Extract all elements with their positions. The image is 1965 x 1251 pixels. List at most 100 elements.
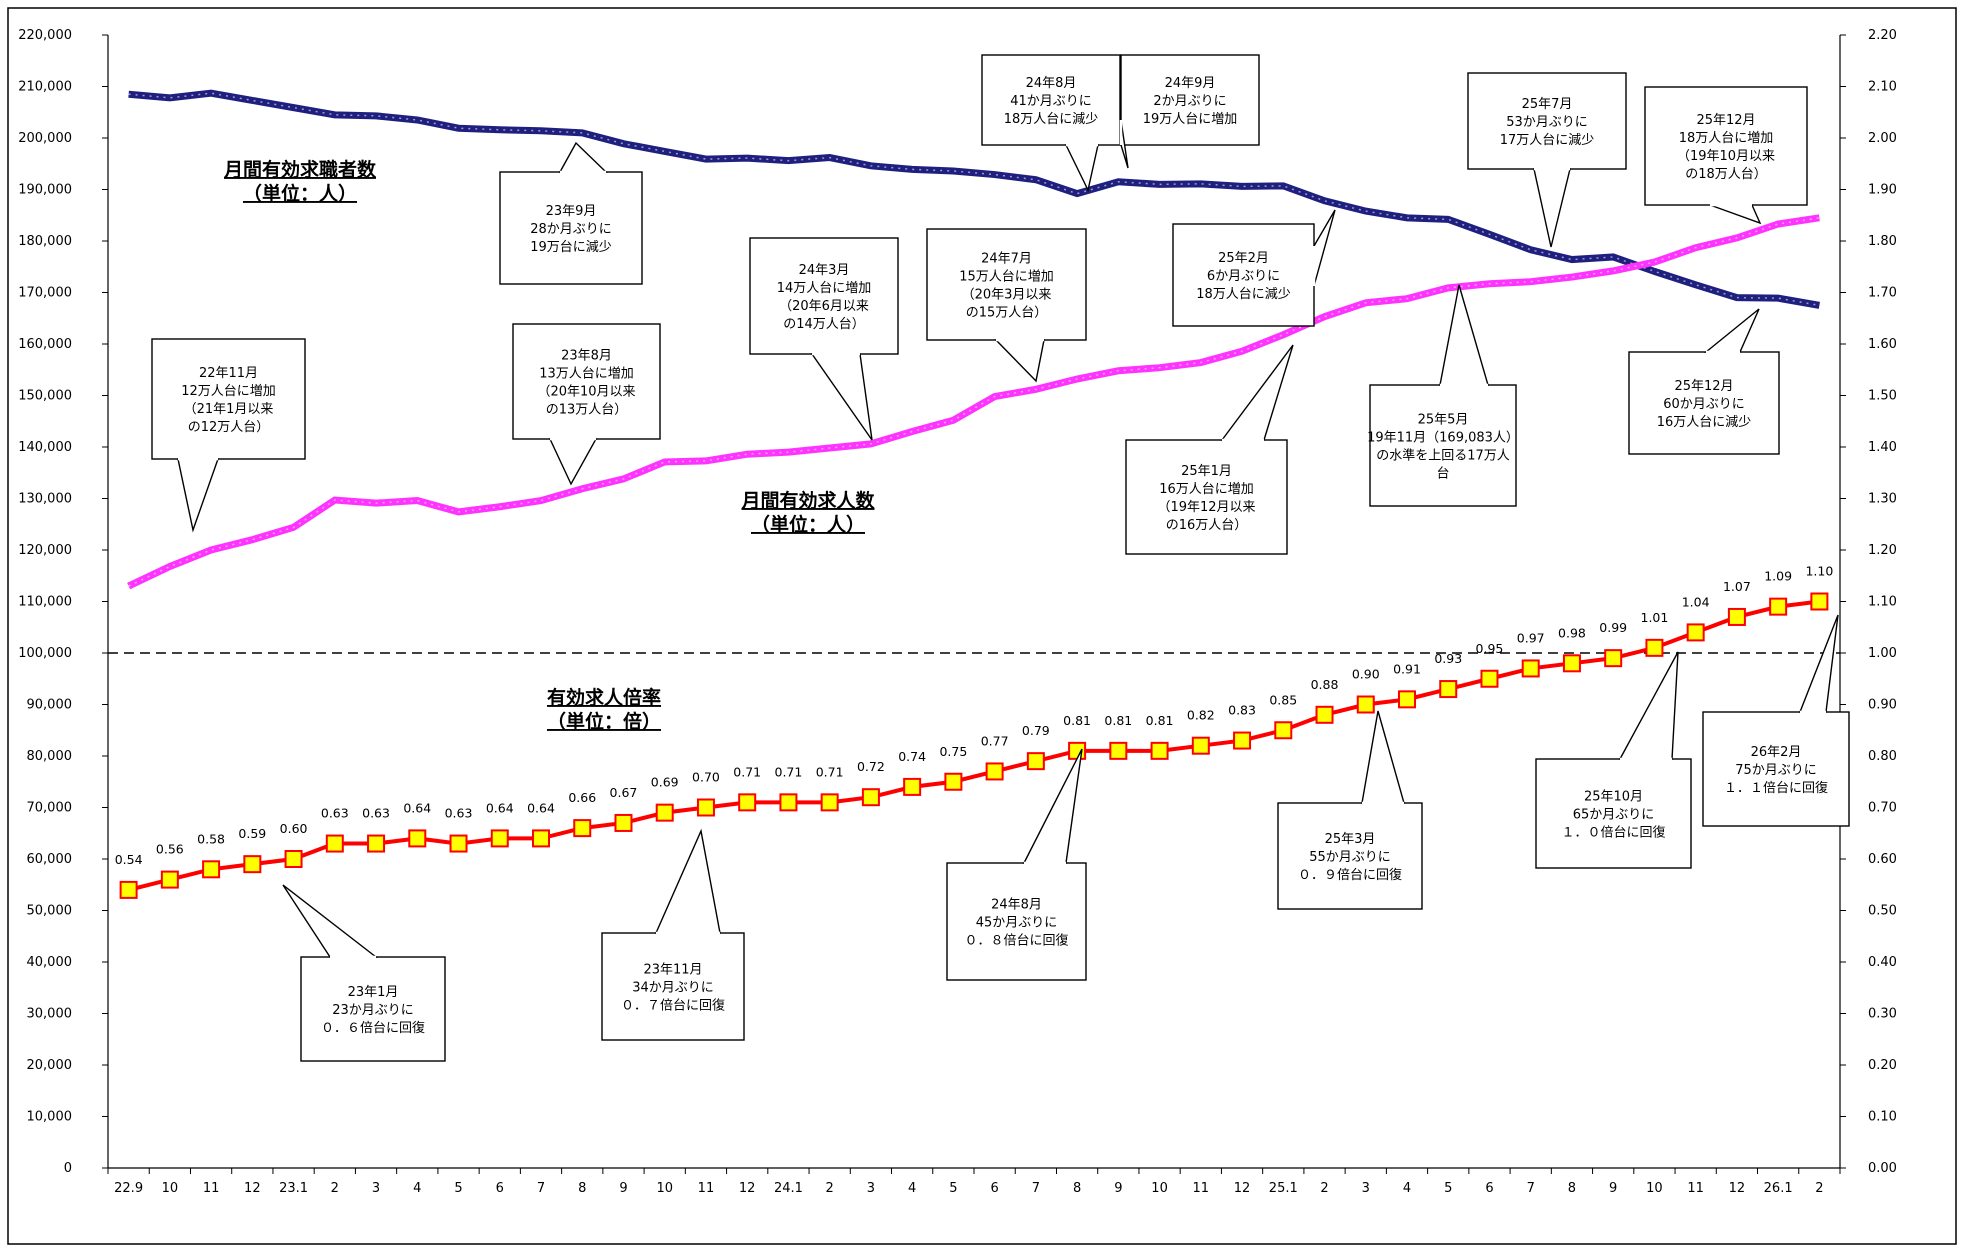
left-tick-label: 90,000	[27, 698, 73, 713]
series-point	[1233, 731, 1252, 750]
right-tick-label: 0.50	[1868, 904, 1897, 919]
annotation-text: 16万人台に減少	[1657, 414, 1752, 430]
ratio-data-label: 0.63	[362, 806, 390, 821]
left-tick-label: 210,000	[18, 80, 72, 95]
annotation-callout: 25年2月 6か月ぶりに 18万人台に減少	[1172, 209, 1336, 327]
annotation-text: 26年2月	[1751, 745, 1802, 760]
left-tick-label: 40,000	[27, 955, 73, 970]
annotation-text: 25年1月	[1181, 464, 1232, 479]
annotation-text: 25年7月	[1522, 97, 1573, 112]
ratio-data-label: 0.72	[857, 759, 885, 774]
series-point	[1274, 721, 1293, 740]
series-point	[573, 819, 592, 838]
annotation-text: の16万人台）	[1166, 518, 1248, 533]
ratio-data-label: 0.56	[156, 842, 184, 857]
x-tick-label: 7	[1527, 1181, 1535, 1196]
annotation-text: 24年9月	[1165, 76, 1216, 91]
left-tick-label: 170,000	[18, 286, 72, 301]
series-point	[1315, 705, 1334, 724]
right-tick-label: 0.20	[1868, 1058, 1897, 1073]
annotation-box	[512, 323, 661, 440]
right-tick-label: 1.20	[1868, 543, 1897, 558]
series-point	[1439, 680, 1458, 699]
annotation-text: 台	[1436, 467, 1449, 482]
series-point	[490, 829, 509, 848]
ratio-data-label: 0.81	[1063, 713, 1091, 728]
series-point	[325, 834, 344, 853]
series-point	[1191, 736, 1210, 755]
left-tick-label: 120,000	[18, 543, 72, 558]
x-tick-label: 10	[1646, 1181, 1663, 1196]
ratio-data-label: 0.64	[527, 800, 555, 815]
x-tick-label: 3	[372, 1181, 380, 1196]
x-tick-label: 2	[1320, 1181, 1328, 1196]
series-point	[449, 834, 468, 853]
annotation-text: の14万人台）	[783, 317, 865, 332]
annotation-text: 25年12月	[1696, 113, 1755, 128]
series-point	[779, 793, 798, 812]
ratio-data-label: 1.09	[1764, 569, 1792, 584]
series-point	[1398, 690, 1416, 709]
series-title: （単位：人）	[751, 513, 865, 536]
series-line	[127, 214, 1820, 590]
x-tick-label: 12	[1729, 1181, 1746, 1196]
x-tick-label: 8	[578, 1181, 586, 1196]
annotation-text: 15万人台に増加	[959, 270, 1054, 285]
x-tick-label: 25.1	[1269, 1181, 1298, 1196]
x-tick-label: 7	[1032, 1181, 1040, 1196]
annotation-box	[499, 171, 643, 285]
x-tick-label: 22.9	[114, 1181, 143, 1196]
annotation-text: 45か月ぶりに	[976, 916, 1058, 931]
ratio-data-label: 0.99	[1599, 620, 1627, 635]
ratio-data-label: 0.54	[115, 852, 143, 867]
annotation-text: 53か月ぶりに	[1506, 115, 1588, 130]
series-title: （単位：倍）	[547, 710, 661, 733]
ratio-data-label: 0.74	[898, 749, 926, 764]
axes: 0 10,000 20,000 30,000 40,000 50,000 60,000 70,…	[18, 28, 1897, 1196]
annotation-text: 25年2月	[1218, 251, 1269, 266]
annotation-box	[1628, 351, 1780, 455]
ratio-data-label: 0.64	[403, 800, 431, 815]
annotation-text: の12万人台）	[188, 420, 270, 435]
annotation-text: 19万台に減少	[530, 239, 612, 255]
left-tick-label: 150,000	[18, 389, 72, 404]
x-tick-label: 9	[1609, 1181, 1617, 1196]
right-tick-label: 1.40	[1868, 440, 1897, 455]
annotation-box	[1467, 72, 1627, 170]
annotation-text: 25年3月	[1325, 832, 1376, 847]
series-lines	[119, 89, 1829, 899]
ratio-data-label: 0.69	[651, 775, 679, 790]
annotation-callout: 25年3月 55か月ぶりに ０．９倍台に回復	[1277, 710, 1423, 910]
series-point	[1150, 741, 1169, 760]
right-tick-label: 0.10	[1868, 1110, 1897, 1125]
ratio-data-label: 0.95	[1476, 641, 1504, 656]
annotation-box	[601, 932, 745, 1041]
ratio-data-label: 0.63	[321, 806, 349, 821]
annotation-text: 25年10月	[1584, 790, 1643, 805]
annotation-box	[1535, 758, 1692, 869]
annotation-text: （19年10月以来	[1677, 149, 1775, 164]
right-tick-label: 1.90	[1868, 183, 1897, 198]
series-point	[1645, 638, 1664, 657]
x-tick-label: 11	[698, 1181, 715, 1196]
annotation-text: の水準を上回る17万人	[1376, 448, 1510, 464]
series-title: 月間有効求人数	[740, 489, 875, 512]
annotation-text: 14万人台に増加	[777, 281, 872, 296]
x-tick-label: 11	[1687, 1181, 1704, 1196]
left-tick-label: 110,000	[18, 595, 72, 610]
ratio-data-label: 0.71	[733, 764, 761, 779]
annotation-text: の15万人台）	[966, 306, 1048, 321]
series-point	[1727, 607, 1746, 626]
annotation-callout: 24年9月 2か月ぶりに 19万人台に増加	[1119, 54, 1260, 169]
left-tick-label: 100,000	[18, 646, 72, 661]
annotation-text: 23年9月	[546, 204, 597, 219]
x-tick-label: 12	[1234, 1181, 1251, 1196]
annotation-callout: 24年8月 45か月ぶりに ０．８倍台に回復	[946, 748, 1087, 981]
right-tick-label: 0.40	[1868, 955, 1897, 970]
annotation-callout: 23年1月 23か月ぶりに ０．６倍台に回復	[282, 884, 446, 1062]
left-tick-label: 10,000	[27, 1110, 73, 1125]
series-point	[903, 777, 922, 796]
